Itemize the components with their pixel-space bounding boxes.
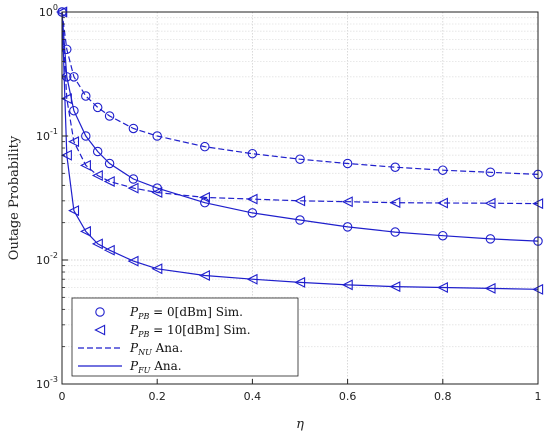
data-point-circle xyxy=(200,141,210,152)
data-point-circle xyxy=(247,208,258,218)
data-point-triangle xyxy=(68,136,80,148)
data-point-triangle xyxy=(79,159,91,171)
data-point-circle xyxy=(247,148,258,159)
data-point-triangle xyxy=(151,263,163,275)
series-line-4 xyxy=(61,11,539,290)
y-tick-label: 10-2 xyxy=(36,251,58,267)
data-point-triangle xyxy=(341,279,353,291)
data-point-triangle xyxy=(127,182,139,194)
data-point-triangle xyxy=(198,270,210,281)
data-point-triangle xyxy=(151,187,163,199)
y-tick-label: 10-3 xyxy=(36,375,58,391)
data-point-triangle xyxy=(94,324,106,336)
series-markers xyxy=(56,6,544,295)
data-point-circle xyxy=(295,154,305,164)
x-axis-label: η xyxy=(296,417,304,432)
legend: PPB = 0[dBm] Sim. PPB = 10[dBm] Sim. PNU A… xyxy=(71,297,299,377)
data-point-circle xyxy=(200,197,210,208)
x-axis-ticks: 0 0.2 0.4 0.6 0.8 1 xyxy=(59,379,542,403)
data-point-circle xyxy=(485,234,496,244)
data-point-triangle xyxy=(103,175,115,187)
data-point-triangle xyxy=(91,238,103,250)
plot-frame xyxy=(61,11,539,385)
data-point-triangle xyxy=(198,191,210,203)
data-point-triangle xyxy=(127,255,139,267)
data-point-circle xyxy=(438,165,448,175)
data-point-triangle xyxy=(341,196,353,208)
x-tick-label: 0.4 xyxy=(244,390,262,403)
legend-label: PPB = 10[dBm] Sim. xyxy=(129,323,251,339)
data-point-triangle xyxy=(484,282,496,294)
data-point-triangle xyxy=(436,197,448,209)
data-point-triangle xyxy=(68,205,80,217)
data-point-circle xyxy=(92,146,103,157)
data-point-circle xyxy=(390,227,400,237)
legend-label: PNU Ana. xyxy=(129,341,183,357)
y-axis-ticks: 100 10-1 10-2 10-3 xyxy=(36,3,68,391)
data-point-circle xyxy=(438,230,448,241)
data-point-circle xyxy=(104,111,115,121)
data-point-triangle xyxy=(484,197,496,209)
data-point-circle xyxy=(485,167,496,178)
x-tick-label: 0 xyxy=(59,390,66,403)
data-point-circle xyxy=(390,162,400,172)
series-line-1 xyxy=(61,11,539,175)
data-point-circle xyxy=(295,215,305,225)
y-tick-label: 100 xyxy=(39,3,58,19)
data-point-circle xyxy=(128,123,139,134)
data-point-triangle xyxy=(91,170,103,182)
data-point-triangle xyxy=(103,244,115,256)
x-tick-label: 0.6 xyxy=(339,390,357,403)
legend-label: PPB = 0[dBm] Sim. xyxy=(129,305,243,321)
series-lines xyxy=(61,11,539,290)
data-point-triangle xyxy=(389,281,401,293)
data-point-circle xyxy=(128,174,139,184)
x-tick-label: 0.8 xyxy=(434,390,452,403)
data-point-circle xyxy=(81,91,91,101)
data-point-circle xyxy=(81,131,91,141)
y-axis-label: Outage Probability xyxy=(7,135,22,260)
data-point-triangle xyxy=(60,149,72,161)
data-point-circle xyxy=(104,158,115,169)
data-point-circle xyxy=(342,158,353,169)
x-tick-label: 0.2 xyxy=(148,390,166,403)
legend-box xyxy=(71,297,299,377)
data-point-triangle xyxy=(60,93,72,105)
data-point-circle xyxy=(69,72,79,82)
data-point-circle xyxy=(95,307,105,317)
data-point-triangle xyxy=(246,273,258,285)
data-point-triangle xyxy=(246,193,258,205)
data-point-circle xyxy=(342,222,353,232)
data-point-circle xyxy=(69,105,79,116)
series-line-2 xyxy=(61,11,539,242)
data-point-triangle xyxy=(389,197,401,209)
x-tick-label: 1 xyxy=(535,390,542,403)
y-tick-label: 10-1 xyxy=(36,127,58,143)
data-point-triangle xyxy=(79,225,91,237)
series-line-3 xyxy=(61,11,539,205)
data-point-circle xyxy=(92,102,103,113)
data-point-triangle xyxy=(294,195,306,207)
data-point-circle xyxy=(152,131,162,141)
legend-label: PFU Ana. xyxy=(129,359,182,375)
data-point-triangle xyxy=(294,276,306,288)
data-point-triangle xyxy=(436,282,448,293)
